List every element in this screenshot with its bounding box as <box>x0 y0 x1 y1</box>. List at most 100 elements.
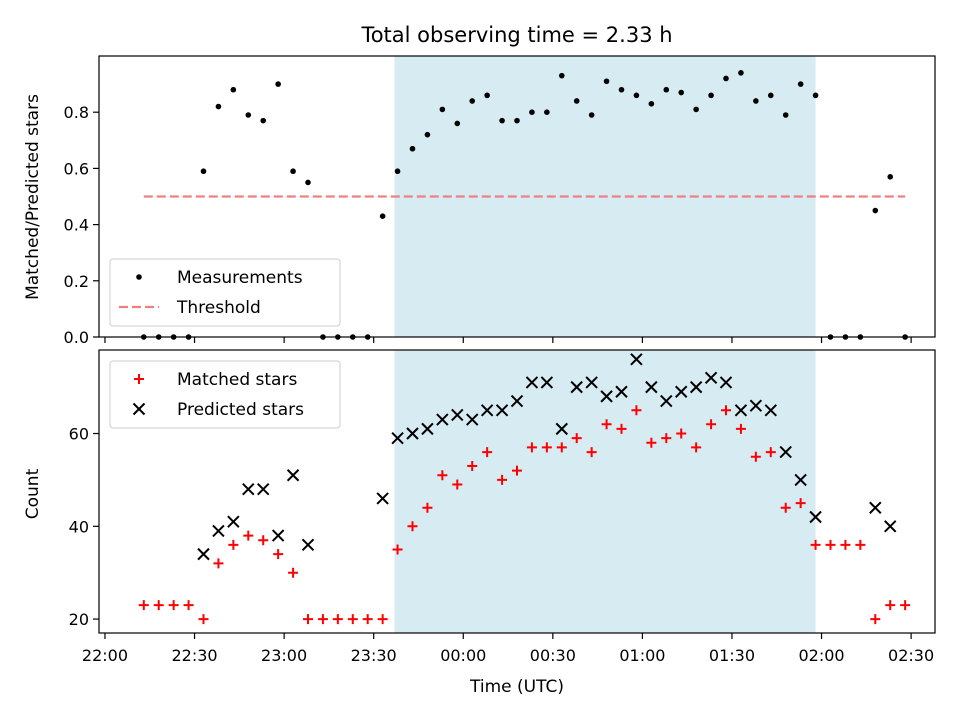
point-measurement <box>230 86 237 93</box>
x-axis-label: Time (UTC) <box>469 677 564 697</box>
observing-window-shade <box>394 350 816 633</box>
point-measurement <box>544 109 550 115</box>
point-measurement <box>275 81 281 87</box>
point-matched-stars <box>168 600 179 611</box>
legend-marker-dot <box>136 274 142 280</box>
y-tick-label: 0.0 <box>64 328 89 347</box>
point-predicted-stars <box>510 394 524 408</box>
point-matched-stars <box>273 549 284 560</box>
point-matched-stars <box>721 405 731 416</box>
point-predicted-stars <box>645 380 658 394</box>
point-measurement <box>678 89 685 96</box>
point-measurement <box>514 117 520 124</box>
point-predicted-stars <box>794 473 807 487</box>
point-matched-stars <box>571 433 582 444</box>
x-tick-label: 23:00 <box>261 646 307 665</box>
point-measurement <box>379 213 386 219</box>
point-measurement <box>215 103 222 110</box>
point-measurement <box>454 120 461 127</box>
point-matched-stars <box>885 600 896 611</box>
point-measurement <box>887 174 894 180</box>
y-tick-label: 20 <box>69 610 89 629</box>
point-predicted-stars <box>719 376 733 389</box>
point-matched-stars <box>422 502 433 513</box>
point-measurement <box>409 145 416 152</box>
point-matched-stars <box>676 428 687 439</box>
legend-box <box>109 360 341 429</box>
point-matched-stars <box>855 539 866 550</box>
point-measurement <box>797 81 804 87</box>
point-measurement <box>782 112 789 118</box>
point-matched-stars <box>706 419 717 430</box>
point-measurement <box>484 92 490 99</box>
point-matched-stars <box>616 423 627 434</box>
point-predicted-stars <box>585 376 598 389</box>
x-tick-label: 02:00 <box>798 646 844 665</box>
x-tick-label: 01:00 <box>619 646 665 665</box>
point-matched-stars <box>601 419 612 430</box>
point-predicted-stars <box>675 385 688 398</box>
legend-marker-plus <box>134 374 144 384</box>
point-matched-stars <box>332 614 343 625</box>
x-tick-label: 22:30 <box>171 646 217 665</box>
point-predicted-stars <box>212 524 225 538</box>
point-matched-stars <box>810 539 821 550</box>
point-measurement <box>663 86 670 93</box>
point-predicted-stars <box>406 427 419 440</box>
point-measurement <box>439 106 446 113</box>
point-predicted-stars <box>257 482 270 496</box>
point-predicted-stars <box>555 422 568 436</box>
point-measurement <box>693 106 699 113</box>
point-matched-stars <box>467 460 478 471</box>
point-predicted-stars <box>630 353 643 366</box>
point-matched-stars <box>646 437 657 448</box>
point-matched-stars <box>138 600 149 611</box>
point-matched-stars <box>750 451 761 462</box>
point-measurement <box>573 98 580 104</box>
point-matched-stars <box>198 614 209 625</box>
point-predicted-stars <box>704 371 718 385</box>
point-matched-stars <box>452 479 463 490</box>
legend: Measurements Threshold <box>109 258 341 327</box>
legend-marker-x <box>132 402 146 416</box>
bottom-panel: 20 40 60 22:00 22:30 23:00 23:30 00:00 00:30 01:0… <box>69 349 936 665</box>
legend-label: Predicted stars <box>177 400 304 420</box>
point-measurement <box>424 131 431 138</box>
chart-title: Total observing time = 2.33 h <box>360 23 672 47</box>
point-measurement <box>499 117 505 124</box>
point-measurement <box>633 92 640 99</box>
point-matched-stars <box>825 539 836 550</box>
point-matched-stars <box>213 558 224 569</box>
axes-frame <box>98 55 936 338</box>
point-predicted-stars <box>570 380 583 394</box>
legend-label: Measurements <box>177 268 303 288</box>
point-predicted-stars <box>869 501 882 514</box>
point-predicted-stars <box>495 404 509 417</box>
x-tick-label: 00:30 <box>530 646 576 665</box>
point-predicted-stars <box>884 520 897 533</box>
point-matched-stars <box>437 470 448 481</box>
point-measurement <box>588 112 595 118</box>
point-matched-stars <box>153 600 164 611</box>
point-matched-stars <box>347 614 358 625</box>
point-measurement <box>753 98 759 104</box>
point-matched-stars <box>795 498 806 509</box>
point-measurement <box>723 75 729 82</box>
point-measurement <box>290 168 296 175</box>
top-panel: 0.0 0.2 0.4 0.6 0.8 Measurements Threshold <box>64 55 936 347</box>
point-matched-stars <box>765 447 776 458</box>
point-predicted-stars <box>540 376 554 389</box>
point-matched-stars <box>512 465 522 476</box>
x-tick-label: 01:30 <box>709 646 755 665</box>
point-predicted-stars <box>436 413 449 426</box>
point-predicted-stars <box>376 492 389 505</box>
y-tick-label: 60 <box>69 425 89 444</box>
point-matched-stars <box>691 442 702 453</box>
point-measurement <box>245 112 252 118</box>
point-measurement <box>603 78 610 85</box>
point-predicted-stars <box>615 385 628 398</box>
point-matched-stars <box>541 442 552 453</box>
point-measurement <box>812 92 819 99</box>
point-matched-stars <box>631 405 642 416</box>
point-matched-stars <box>870 614 881 625</box>
